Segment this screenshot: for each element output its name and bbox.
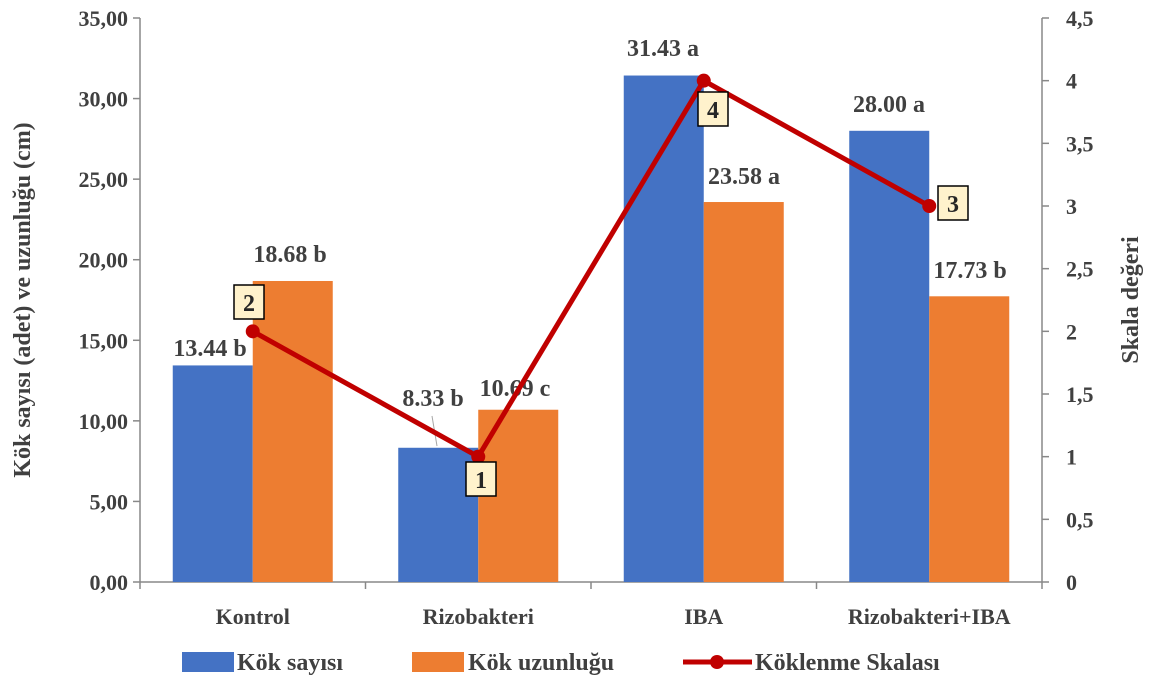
line-label-box [233, 284, 265, 320]
x-tick-label: IBA [684, 604, 723, 629]
right-tick-label: 2,5 [1066, 257, 1094, 282]
left-tick-label: 0,00 [90, 570, 129, 595]
legend-swatch-kok-sayisi [182, 652, 234, 672]
line-point [245, 324, 260, 339]
line-data-label: 1 [475, 468, 487, 494]
legend-label-kok-uzunlugu: Kök uzunluğu [468, 650, 614, 676]
line-point [471, 449, 486, 464]
line-data-label: 2 [243, 291, 255, 317]
line-point [696, 73, 711, 88]
left-tick-label: 20,00 [79, 248, 129, 273]
left-tick-label: 25,00 [79, 167, 129, 192]
bar-kok-uzunlugu [703, 202, 784, 582]
right-tick-label: 2 [1066, 319, 1077, 344]
left-tick-label: 5,00 [90, 489, 129, 514]
left-tick-label: 15,00 [79, 328, 129, 353]
legend-swatch-kok-uzunlugu [412, 652, 464, 672]
right-tick-label: 4 [1066, 69, 1077, 94]
line-point [922, 199, 937, 213]
right-tick-label: 3,5 [1066, 131, 1094, 156]
right-tick-label: 0,5 [1066, 507, 1094, 532]
right-tick-label: 3 [1066, 194, 1077, 219]
left-tick-label: 10,00 [79, 409, 129, 434]
left-tick-label: 35,00 [79, 6, 129, 31]
data-label-kok-uzunlugu: 17.73 b [933, 258, 1006, 284]
data-label-kok-uzunlugu: 23.58 a [708, 164, 780, 190]
data-label-kok-sayisi: 31.43 a [627, 36, 699, 62]
data-label-kok-uzunlugu: 18.68 b [253, 242, 326, 268]
line-label-box [937, 185, 969, 221]
bar-kok-uzunlugu [252, 280, 333, 582]
legend-label-kok-sayisi: Kök sayısı [237, 650, 343, 676]
legend-marker-koklenme-skalasi [710, 655, 724, 669]
data-label-kok-sayisi: 13.44 b [173, 336, 246, 362]
x-tick-label: Rizobakteri [423, 604, 534, 629]
bar-kok-sayisi [172, 365, 253, 582]
data-label-kok-sayisi: 28.00 a [853, 92, 925, 118]
line-label-box [465, 461, 497, 497]
x-tick-label: Kontrol [216, 604, 290, 629]
bar-kok-sayisi [398, 447, 479, 582]
bar-kok-sayisi [623, 75, 704, 582]
right-tick-label: 1 [1066, 445, 1077, 470]
y-axis-title: Kök sayısı (adet) ve uzunluğu (cm) [10, 122, 36, 477]
line-koklenme-skalasi [251, 78, 931, 460]
right-tick-label: 4,5 [1066, 6, 1094, 31]
left-tick-label: 30,00 [79, 87, 129, 112]
x-tick-label: Rizobakteri+IBA [848, 604, 1011, 629]
line-data-label: 3 [947, 192, 959, 218]
line-data-label: 4 [707, 98, 719, 124]
bar-kok-sayisi [849, 130, 930, 583]
legend-label-koklenme-skalasi: Köklenme Skalası [755, 650, 940, 676]
right-tick-label: 1,5 [1066, 382, 1094, 407]
right-tick-label: 0 [1066, 570, 1077, 595]
y2-axis-title: Skala değeri [1118, 236, 1144, 364]
data-label-kok-sayisi: 8.33 b [402, 386, 463, 412]
bar-kok-uzunlugu [929, 296, 1010, 582]
line-label-box [697, 91, 729, 127]
